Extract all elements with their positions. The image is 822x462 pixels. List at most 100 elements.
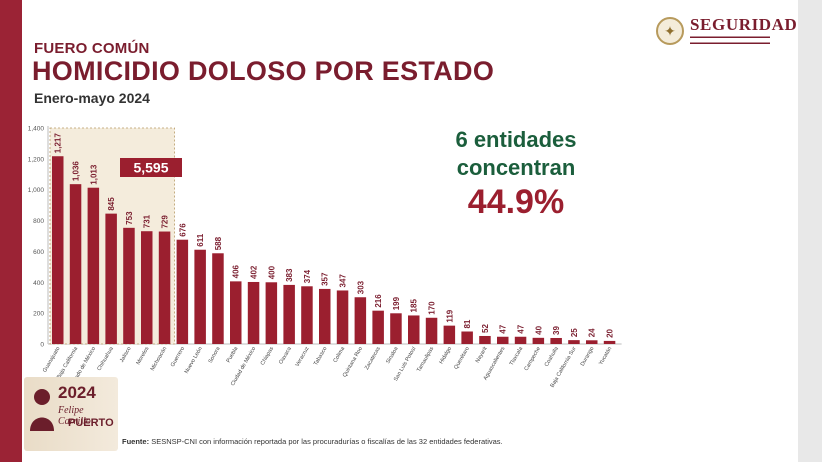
data-label: 347 (339, 274, 348, 288)
bar (52, 156, 64, 344)
right-margin-band (798, 0, 822, 462)
x-category-label: Querétaro (453, 346, 471, 370)
x-category-label: Tabasco (313, 346, 328, 367)
bar (105, 213, 117, 344)
data-label: 47 (517, 324, 526, 333)
bar (568, 340, 580, 344)
data-label: 676 (178, 223, 187, 237)
bar (265, 282, 278, 344)
bar (372, 310, 384, 344)
bar (603, 340, 616, 344)
data-label: 25 (570, 328, 579, 337)
data-label: 406 (232, 264, 241, 278)
bar (158, 231, 171, 344)
highlight-total-label: 5,595 (133, 160, 168, 176)
bar (354, 297, 367, 344)
national-seal-icon: ✦ (656, 17, 684, 45)
badge-name-line1: Felipe Carrillo (58, 405, 91, 427)
x-category-label: Quintana Roo (342, 346, 364, 378)
y-tick-label: 1,200 (28, 156, 45, 163)
x-category-label: Michoacán (150, 346, 169, 372)
x-category-label: Puebla (226, 345, 240, 364)
bar (461, 331, 473, 344)
callout-line2: concentran (456, 155, 576, 180)
data-label: 185 (410, 299, 419, 313)
logo-text-block: SEGURIDAD ▬▬▬▬▬▬▬▬▬▬▬▬▬▬▬▬ ▬▬▬▬▬▬▬▬▬▬▬▬▬▬… (690, 16, 797, 47)
data-label: 303 (356, 280, 365, 294)
data-label: 52 (481, 324, 490, 333)
y-tick-label: 600 (33, 249, 44, 256)
x-category-label: Sinaloa (385, 345, 400, 365)
source-label: Fuente: (122, 437, 150, 446)
x-category-label: Guerrero (170, 346, 186, 368)
badge-name-line2: PUERTO (68, 417, 114, 429)
x-category-label: Sonora (208, 345, 223, 364)
data-label: 845 (107, 197, 116, 211)
logo-subtitle-lines: ▬▬▬▬▬▬▬▬▬▬▬▬▬▬▬▬ ▬▬▬▬▬▬▬▬▬▬▬▬▬▬▬▬ (690, 34, 770, 46)
bar (550, 337, 562, 344)
portrait-icon (30, 389, 54, 431)
slide-canvas: FUERO COMÚN HOMICIDIO DOLOSO POR ESTADO … (22, 0, 798, 462)
y-tick-label: 800 (33, 218, 44, 225)
data-label: 40 (534, 325, 543, 334)
badge-year: 2024 (58, 383, 96, 402)
bar (212, 253, 224, 344)
x-category-label: Veracruz (295, 346, 311, 368)
bar (479, 335, 491, 344)
period-subtitle: Enero-mayo 2024 (34, 90, 150, 106)
y-tick-label: 0 (40, 342, 44, 349)
bar (69, 184, 82, 344)
x-category-label: Campeche (524, 346, 543, 372)
kicker-text: FUERO COMÚN (34, 40, 150, 57)
data-label: 731 (143, 214, 152, 228)
bar (514, 336, 527, 344)
bar (336, 290, 349, 344)
data-label: 216 (374, 294, 383, 308)
x-category-label: Chihuahua (96, 345, 115, 372)
data-label: 81 (463, 319, 472, 328)
data-label: 119 (445, 309, 454, 322)
bar (283, 284, 295, 344)
bar (141, 231, 153, 344)
left-accent-band (0, 0, 22, 462)
bar (123, 227, 135, 344)
callout-line1: 6 entidades (455, 127, 577, 152)
data-label: 47 (499, 324, 508, 333)
data-label: 402 (250, 265, 259, 279)
bar (194, 249, 206, 344)
y-tick-label: 400 (33, 280, 44, 287)
y-tick-label: 200 (33, 311, 44, 318)
bar (532, 337, 545, 344)
bar (87, 187, 100, 344)
x-category-label: Nayarit (475, 346, 489, 364)
data-label: 1,036 (72, 161, 81, 182)
bar (247, 281, 260, 344)
x-category-label: Jalisco (119, 346, 133, 364)
x-category-label: Durango (580, 346, 596, 367)
bar (443, 325, 456, 344)
data-label: 24 (588, 328, 597, 337)
source-text: SESNSP-CNI con información reportada por… (151, 437, 503, 446)
badge-background (24, 377, 118, 451)
bar (408, 315, 420, 344)
callout-percent: 44.9% (467, 183, 565, 221)
data-label: 383 (285, 268, 294, 282)
x-category-label: Tamaulipas (416, 346, 435, 373)
data-label: 20 (606, 328, 615, 337)
data-label: 374 (303, 269, 312, 283)
x-category-label: Guanajuato (42, 346, 61, 374)
concentration-callout: 6 entidades concentran 44.9% (426, 126, 606, 222)
x-category-label: Morelos (136, 346, 151, 366)
data-label: 400 (267, 265, 276, 279)
data-label: 1,217 (54, 133, 63, 154)
x-category-label: Tlaxcala (509, 345, 525, 367)
bar (390, 313, 402, 344)
seguridad-logo: ✦ SEGURIDAD ▬▬▬▬▬▬▬▬▬▬▬▬▬▬▬▬ ▬▬▬▬▬▬▬▬▬▬▬▬… (656, 16, 797, 46)
government-badge: 2024 Felipe Carrillo PUERTO (24, 377, 118, 451)
x-category-label: Nuevo León (184, 346, 204, 375)
page-title: HOMICIDIO DOLOSO POR ESTADO (32, 56, 495, 86)
bar (176, 239, 189, 344)
bar (230, 281, 242, 344)
data-label: 753 (125, 211, 134, 225)
data-label: 170 (428, 301, 437, 315)
